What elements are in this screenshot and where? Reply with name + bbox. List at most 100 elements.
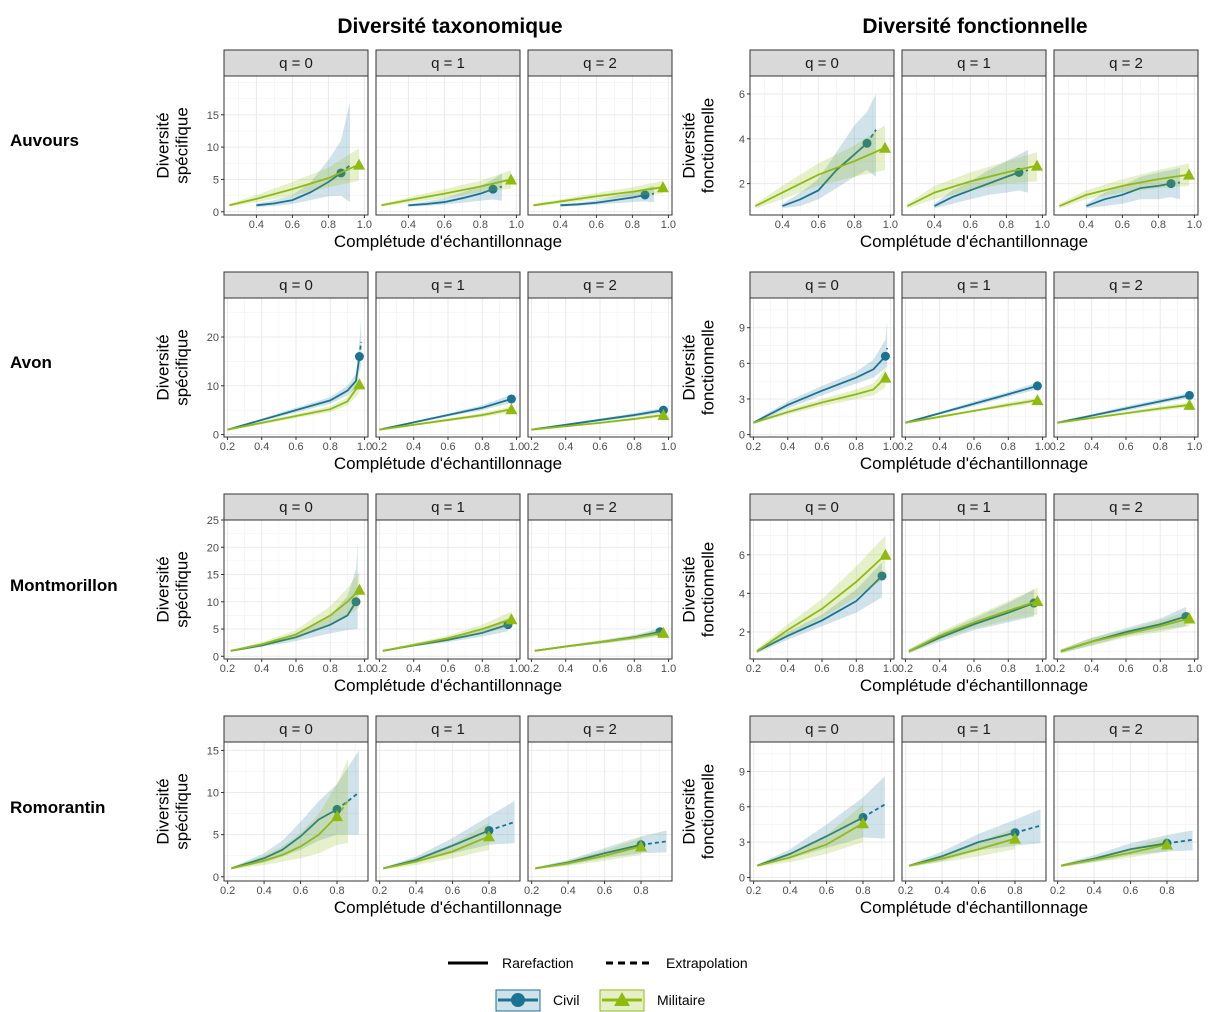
rarefaction-line-militaire: [381, 178, 512, 207]
x-tick-label: 0.4: [406, 663, 421, 675]
x-tick-label: 0.4: [927, 219, 942, 231]
y-tick-label: 10: [207, 142, 219, 154]
facet-strip-label: q = 1: [431, 721, 465, 738]
x-axis-title: Complétude d'échantillonnage: [860, 454, 1088, 473]
plot-background: [1054, 76, 1198, 215]
rarefaction-line-militaire: [1061, 843, 1168, 867]
facet-panel: q = 2 0.2 0.4 0.6 0.8 1.0: [524, 493, 676, 675]
x-tick-label: 0.4: [1079, 219, 1094, 231]
x-tick-label: 0.2: [1050, 663, 1065, 675]
y-axis-title-line: Diversité: [680, 112, 699, 178]
observed-point-militaire: [1009, 832, 1022, 844]
observed-point-civil: [332, 804, 342, 814]
x-axis-title: Complétude d'échantillonnage: [334, 898, 562, 917]
panel-border: [1053, 741, 1199, 882]
rarefaction-line-civil: [905, 385, 1038, 424]
facet-strip: [223, 271, 369, 299]
ci-band-civil: [230, 541, 358, 652]
y-axis-title-line: fonctionnelle: [698, 542, 717, 637]
ci-band-civil: [408, 172, 502, 207]
y-tick-label: 6: [739, 89, 745, 101]
rarefaction-line-militaire: [1059, 173, 1190, 207]
rarefaction-line-militaire: [382, 618, 512, 652]
rarefaction-line-civil: [909, 831, 1016, 867]
rarefaction-line-militaire: [535, 845, 642, 870]
x-tick-label: 0.4: [401, 219, 416, 231]
y-tick-label: 0: [739, 872, 745, 884]
x-tick-label: 0.6: [589, 219, 604, 231]
x-tick-label: 0.4: [256, 885, 271, 897]
facet-panel: q = 0 0.2 0.4 0.6 0.8 1.0 0 10 20: [207, 271, 372, 453]
x-tick-label: 0.4: [1084, 663, 1099, 675]
rarefaction-line-civil: [256, 172, 342, 207]
y-axis-title-line: fonctionnelle: [698, 764, 717, 859]
y-axis-title-line: spécifique: [172, 107, 191, 184]
facet-panel: q = 0 0.2 0.4 0.6 0.8 1.0 2 4 6: [739, 493, 898, 675]
y-tick-label: 4: [739, 588, 745, 600]
x-tick-label: 0.2: [372, 663, 387, 675]
facet-panel: q = 2 0.2 0.4 0.6 0.8: [524, 715, 673, 897]
y-tick-label: 0: [213, 651, 219, 663]
rarefaction-line-civil: [908, 602, 1035, 653]
rarefaction-line-militaire: [757, 822, 864, 867]
rarefaction-line-civil: [933, 171, 1020, 207]
facet-strip: [375, 493, 521, 521]
row-label-avon: Avon: [10, 353, 52, 372]
y-tick-label: 0: [213, 430, 219, 442]
x-tick-label: 0.2: [898, 663, 913, 675]
y-tick-label: 25: [207, 515, 219, 527]
facet-strip: [901, 715, 1047, 743]
y-tick-label: 15: [207, 745, 219, 757]
observed-point-militaire: [657, 409, 670, 421]
x-tick-label: 0.6: [811, 219, 826, 231]
rarefaction-line-civil: [1086, 182, 1172, 207]
facet-strip: [527, 49, 673, 77]
x-tick-label: 0.6: [814, 663, 829, 675]
x-tick-label: 0.8: [1153, 441, 1168, 453]
facet-panel: q = 0 0.2 0.4 0.6 0.8 0 3 6 9: [739, 715, 895, 897]
x-tick-label: 0.4: [780, 441, 795, 453]
observed-point-militaire: [1183, 398, 1196, 410]
facet-panel: q = 2 0.2 0.4 0.6 0.8 1.0: [1050, 493, 1202, 675]
observed-point-militaire: [657, 626, 670, 638]
y-axis-title: Diversitéfonctionnelle: [680, 542, 718, 637]
rarefaction-line-militaire: [753, 376, 887, 424]
y-axis-title: Diversitéfonctionnelle: [680, 320, 718, 415]
legend-militaire-label: Militaire: [657, 992, 705, 1008]
x-tick-label: 0.4: [782, 885, 797, 897]
x-tick-label: 0.4: [1086, 885, 1101, 897]
y-tick-label: 2: [739, 179, 745, 191]
plot-background: [750, 742, 894, 881]
observed-point-civil: [1166, 179, 1176, 189]
extrapolation-line-civil: [488, 821, 515, 832]
y-axis-title-line: Diversité: [154, 556, 173, 622]
observed-point-civil: [488, 184, 498, 194]
y-tick-label: 20: [207, 332, 219, 344]
panel-border: [527, 741, 673, 882]
facet-panel: q = 2 0.4 0.6 0.8 1.0: [527, 49, 676, 231]
facet-strip: [375, 49, 521, 77]
rarefaction-line-civil: [227, 356, 361, 431]
x-tick-label: 1.0: [357, 663, 372, 675]
y-tick-label: 9: [739, 766, 745, 778]
facet-panel: q = 2 0.2 0.4 0.6 0.8 1.0: [1050, 271, 1202, 453]
x-tick-label: 0.2: [524, 441, 539, 453]
facet-strip-label: q = 0: [279, 55, 313, 72]
observed-point-civil: [862, 138, 872, 148]
facet-strip: [901, 271, 1047, 299]
facet-strip: [749, 715, 895, 743]
x-axis-title: Complétude d'échantillonnage: [860, 898, 1088, 917]
facet-strip-label: q = 0: [805, 721, 839, 738]
x-tick-label: 0.6: [966, 663, 981, 675]
rarefaction-line-militaire: [756, 554, 887, 653]
x-tick-label: 0.6: [966, 441, 981, 453]
facet-strip: [749, 271, 895, 299]
x-tick-label: 0.2: [1050, 885, 1065, 897]
x-tick-label: 0.4: [932, 663, 947, 675]
observed-point-civil: [506, 394, 516, 404]
rarefaction-line-militaire: [534, 631, 664, 652]
extrapolation-line-civil: [336, 791, 360, 811]
facet-panel: q = 1 0.2 0.4 0.6 0.8 1.0: [372, 271, 524, 453]
y-axis-title-line: fonctionnelle: [698, 98, 717, 193]
